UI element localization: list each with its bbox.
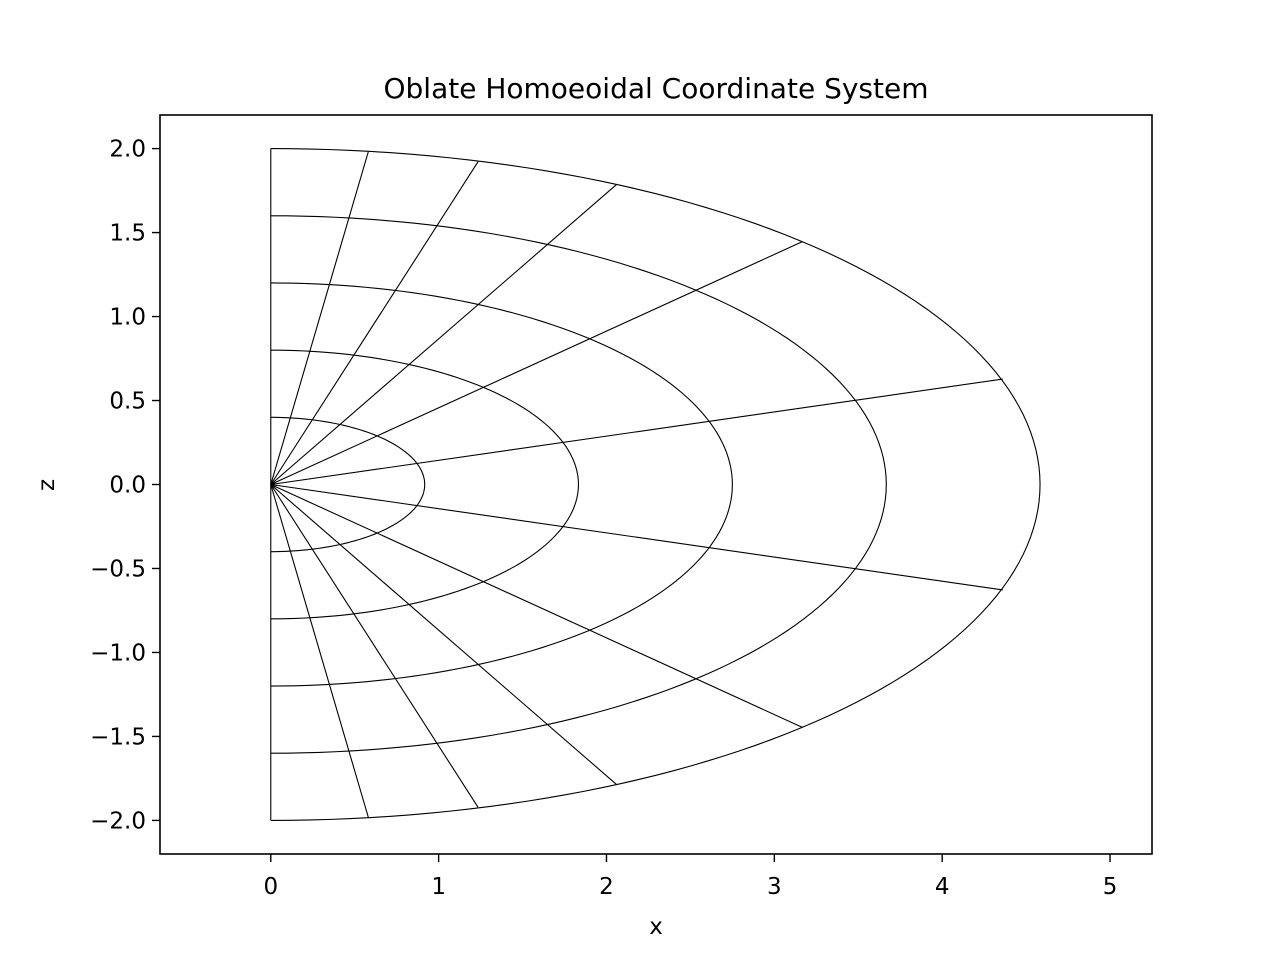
chart-title: Oblate Homoeoidal Coordinate System — [383, 72, 928, 105]
y-tick-label: −1.0 — [90, 640, 146, 666]
ray-line-10 — [270, 484, 479, 808]
x-axis-ticks: 0 1 2 3 4 5 — [263, 854, 1117, 900]
y-tick-label: 1.0 — [109, 305, 146, 331]
y-axis-label: z — [34, 479, 60, 491]
y-tick-label: 1.5 — [109, 221, 146, 247]
y-tick-label: −2.0 — [90, 808, 146, 834]
x-tick-label: 1 — [431, 874, 446, 900]
x-tick-label: 3 — [767, 874, 782, 900]
shell-ellipse-3 — [270, 282, 733, 687]
y-tick-label: −1.5 — [90, 724, 146, 750]
x-tick-label: 5 — [1103, 874, 1118, 900]
plot-marks — [270, 148, 1041, 821]
y-tick-label: −0.5 — [90, 556, 146, 582]
y-axis-ticks: −2.0 −1.5 −1.0 −0.5 0.0 0.5 1.0 1.5 2.0 — [90, 137, 160, 834]
shell-ellipse-1 — [270, 416, 426, 553]
ray-line-7 — [270, 483, 1003, 591]
ray-line-9 — [270, 484, 618, 786]
x-tick-label: 0 — [263, 874, 278, 900]
y-tick-label: 0.5 — [109, 389, 146, 415]
plot-frame — [159, 114, 1153, 855]
x-tick-label: 4 — [935, 874, 950, 900]
ray-line-11 — [270, 484, 369, 818]
shell-ellipse-4 — [270, 215, 887, 754]
ray-line-4 — [270, 183, 618, 485]
y-tick-label: 2.0 — [109, 137, 146, 163]
x-tick-label: 2 — [599, 874, 614, 900]
ray-line-6 — [270, 378, 1003, 486]
ray-line-2 — [270, 151, 369, 485]
ray-line-3 — [270, 161, 479, 485]
shell-ellipse-2 — [270, 349, 580, 620]
x-axis-label: x — [649, 914, 663, 940]
y-tick-label: 0.0 — [109, 473, 146, 499]
ray-line-8 — [270, 483, 803, 728]
shell-ellipse-5 — [270, 148, 1041, 821]
ray-line-5 — [270, 241, 803, 486]
